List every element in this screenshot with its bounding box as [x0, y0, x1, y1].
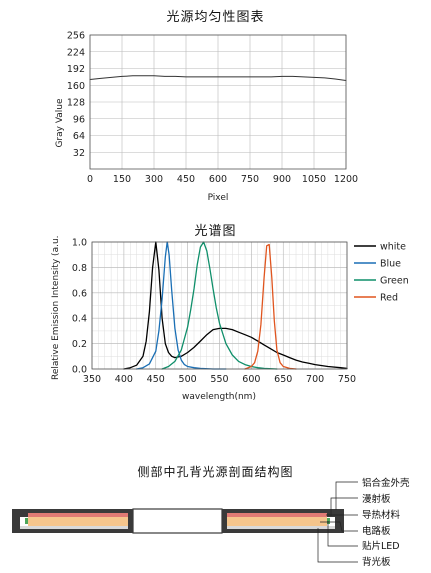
series-line-blue	[135, 241, 227, 370]
x-tick-label: 700	[306, 374, 324, 385]
x-tick-label: 150	[113, 174, 131, 185]
diffuser-left	[20, 517, 28, 529]
pcb-left	[28, 517, 128, 526]
x-tick-label: 550	[210, 374, 228, 385]
y-tick-label: 0.2	[72, 339, 87, 350]
y-tick-label: 160	[67, 81, 85, 92]
chart1-title: 光源均匀性图表	[166, 10, 265, 25]
y-tick-label: 0.8	[72, 263, 87, 274]
diffuser-right	[327, 517, 335, 529]
x-tick-label: 600	[242, 374, 260, 385]
legend-label: Blue	[380, 259, 401, 270]
label-backplate: 背光板	[362, 556, 391, 568]
pcb-right	[227, 517, 327, 526]
y-tick-label: 128	[67, 98, 85, 109]
chart2-plot-frame	[91, 241, 348, 370]
chart2-x-axis-label: wavelength(nm)	[182, 392, 256, 402]
led-right	[327, 518, 330, 524]
led-left	[25, 518, 28, 524]
x-tick-label: 600	[209, 174, 227, 185]
x-tick-label: 350	[83, 374, 101, 385]
y-tick-label: 0.0	[72, 365, 87, 376]
x-tick-label: 0	[87, 174, 93, 185]
leader-lines	[317, 481, 358, 563]
x-tick-label: 300	[145, 174, 163, 185]
chart1-plot-frame	[89, 34, 347, 170]
series-line-green	[161, 241, 278, 370]
x-tick-label: 1050	[302, 174, 326, 185]
series-line-white	[123, 241, 348, 370]
x-tick-label: 400	[115, 374, 133, 385]
legend-label: white	[380, 242, 406, 253]
legend-label: Red	[380, 293, 398, 304]
y-tick-label: 1.0	[72, 238, 87, 249]
chart2-y-axis-label: Relative Emission Intensity (a.u.)	[51, 236, 61, 380]
x-tick-label: 750	[241, 174, 259, 185]
series-line-0	[89, 75, 347, 81]
legend-label: Green	[380, 276, 409, 287]
chart2-legend: white Blue Green Red	[354, 242, 409, 304]
center-hole	[132, 508, 223, 534]
y-tick-label: 224	[67, 47, 85, 58]
y-tick-label: 96	[73, 114, 85, 125]
y-tick-label: 256	[67, 31, 85, 42]
label-thermal: 导热材料	[362, 509, 401, 521]
backplate-right	[227, 526, 335, 529]
label-shell: 铝合金外壳	[362, 477, 410, 489]
thermal-left	[28, 513, 128, 517]
x-tick-label: 450	[147, 374, 165, 385]
backplate-left	[20, 526, 128, 529]
label-pcb: 电路板	[362, 525, 391, 537]
x-tick-label: 650	[274, 374, 292, 385]
chart1-x-axis-label: Pixel	[208, 193, 229, 203]
chart2-title: 光谱图	[194, 224, 237, 239]
diagram-title: 侧部中孔背光源剖面结构图	[137, 465, 294, 479]
chart1-y-axis-label: Gray Value	[55, 98, 65, 148]
y-tick-label: 32	[73, 148, 85, 159]
x-tick-label: 500	[179, 374, 197, 385]
cross-section-diagram: 铝合金外壳 漫射板 导热材料 电路板 贴片LED 背光板	[12, 477, 410, 568]
y-tick-label: 64	[73, 131, 85, 142]
x-tick-label: 1200	[334, 174, 358, 185]
x-tick-label: 450	[177, 174, 195, 185]
x-tick-label: 900	[273, 174, 291, 185]
spectrum-chart: 350 400 450 500 550 600 650 700 750 0.0 0.2 0.4 0.6 0…	[51, 236, 409, 402]
y-tick-label: 192	[67, 64, 85, 75]
series-line-red	[244, 243, 297, 370]
x-tick-label: 750	[338, 374, 356, 385]
label-led: 贴片LED	[362, 540, 400, 552]
label-diffuser: 漫射板	[362, 493, 391, 505]
uniformity-chart: 0 150 300 450 600 750 900 1050 1200 32 64 96 128 160 1…	[55, 31, 358, 204]
y-tick-label: 0.6	[72, 288, 87, 299]
y-tick-label: 0.4	[72, 314, 87, 325]
thermal-right	[227, 513, 327, 517]
